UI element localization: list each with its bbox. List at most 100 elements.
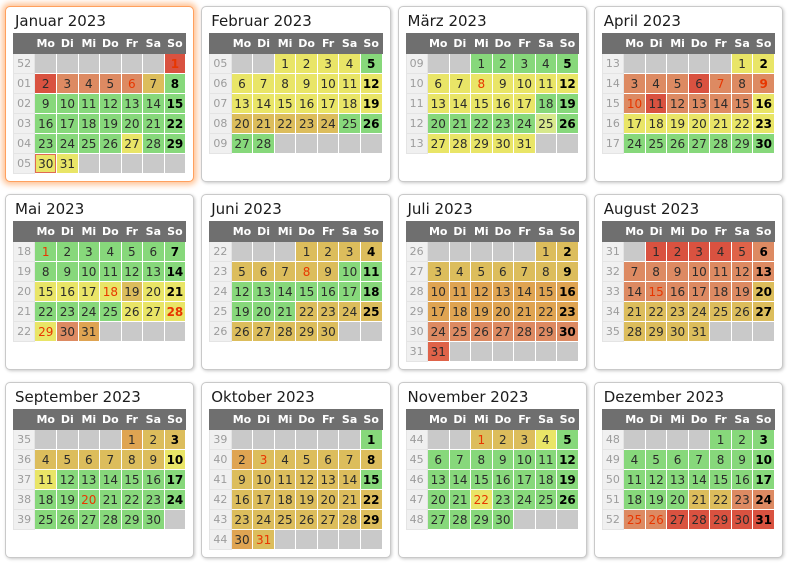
day-cell[interactable]: 4 bbox=[644, 73, 668, 94]
day-cell[interactable]: 14 bbox=[623, 281, 646, 302]
day-cell[interactable]: 8 bbox=[470, 73, 493, 94]
day-cell[interactable]: 20 bbox=[77, 489, 101, 510]
day-cell[interactable]: 28 bbox=[513, 321, 536, 342]
day-cell[interactable]: 9 bbox=[316, 261, 340, 282]
day-cell[interactable]: 22 bbox=[34, 301, 58, 322]
day-cell[interactable]: 17 bbox=[623, 113, 646, 134]
day-cell[interactable]: 1 bbox=[273, 53, 297, 74]
day-cell[interactable]: 7 bbox=[273, 261, 297, 282]
day-cell[interactable]: 14 bbox=[252, 93, 275, 114]
day-cell[interactable]: 28 bbox=[709, 133, 732, 154]
day-cell[interactable]: 26 bbox=[730, 301, 754, 322]
day-cell[interactable]: 7 bbox=[252, 73, 275, 94]
day-cell[interactable]: 11 bbox=[338, 73, 361, 94]
day-cell[interactable]: 20 bbox=[120, 113, 144, 134]
day-cell[interactable]: 28 bbox=[687, 509, 711, 530]
day-cell[interactable]: 4 bbox=[623, 449, 646, 470]
day-cell[interactable]: 6 bbox=[252, 261, 275, 282]
day-cell[interactable]: 16 bbox=[730, 469, 754, 490]
day-cell[interactable]: 8 bbox=[470, 449, 493, 470]
day-cell[interactable]: 12 bbox=[295, 469, 318, 490]
day-cell[interactable]: 23 bbox=[491, 113, 515, 134]
day-cell[interactable]: 16 bbox=[34, 113, 58, 134]
day-cell[interactable]: 17 bbox=[77, 281, 101, 302]
day-cell[interactable]: 5 bbox=[230, 261, 254, 282]
day-cell[interactable]: 3 bbox=[77, 241, 101, 262]
day-cell[interactable]: 10 bbox=[163, 449, 187, 470]
day-cell[interactable]: 26 bbox=[556, 489, 579, 510]
day-cell[interactable]: 19 bbox=[470, 301, 493, 322]
day-cell[interactable]: 25 bbox=[448, 321, 472, 342]
day-cell[interactable]: 14 bbox=[709, 93, 732, 114]
day-cell[interactable]: 7 bbox=[99, 449, 122, 470]
day-cell[interactable]: 11 bbox=[99, 261, 122, 282]
day-cell[interactable]: 29 bbox=[730, 133, 754, 154]
day-cell[interactable]: 16 bbox=[666, 281, 689, 302]
day-cell[interactable]: 11 bbox=[359, 261, 383, 282]
day-cell[interactable]: 28 bbox=[99, 509, 122, 530]
day-cell[interactable]: 12 bbox=[730, 261, 754, 282]
day-cell[interactable]: 7 bbox=[338, 449, 361, 470]
day-cell[interactable]: 11 bbox=[709, 261, 732, 282]
day-cell[interactable]: 5 bbox=[556, 429, 579, 450]
day-cell[interactable]: 12 bbox=[56, 469, 79, 490]
day-cell[interactable]: 18 bbox=[338, 93, 361, 114]
day-cell[interactable]: 5 bbox=[644, 449, 668, 470]
day-cell[interactable]: 9 bbox=[556, 261, 579, 282]
day-cell[interactable]: 30 bbox=[56, 321, 79, 342]
day-cell[interactable]: 2 bbox=[730, 429, 754, 450]
day-cell[interactable]: 28 bbox=[338, 509, 361, 530]
day-cell[interactable]: 22 bbox=[273, 113, 297, 134]
day-cell[interactable]: 13 bbox=[77, 469, 101, 490]
day-cell[interactable]: 10 bbox=[687, 261, 711, 282]
day-cell[interactable]: 21 bbox=[623, 301, 646, 322]
day-cell[interactable]: 22 bbox=[359, 489, 383, 510]
day-cell[interactable]: 8 bbox=[120, 449, 144, 470]
day-cell[interactable]: 21 bbox=[338, 489, 361, 510]
day-cell[interactable]: 25 bbox=[709, 301, 732, 322]
day-cell[interactable]: 27 bbox=[687, 133, 711, 154]
day-cell[interactable]: 2 bbox=[34, 73, 58, 94]
day-cell[interactable]: 2 bbox=[316, 241, 340, 262]
day-cell[interactable]: 5 bbox=[730, 241, 754, 262]
day-cell[interactable]: 30 bbox=[666, 321, 689, 342]
day-cell[interactable]: 19 bbox=[120, 281, 144, 302]
day-cell[interactable]: 23 bbox=[34, 133, 58, 154]
day-cell[interactable]: 20 bbox=[491, 301, 515, 322]
day-cell[interactable]: 6 bbox=[426, 73, 450, 94]
day-cell[interactable]: 9 bbox=[142, 449, 165, 470]
day-cell[interactable]: 24 bbox=[513, 113, 536, 134]
day-cell[interactable]: 6 bbox=[120, 73, 144, 94]
day-cell[interactable]: 9 bbox=[230, 469, 254, 490]
day-cell[interactable]: 19 bbox=[359, 93, 383, 114]
day-cell[interactable]: 5 bbox=[99, 73, 122, 94]
day-cell[interactable]: 31 bbox=[77, 321, 101, 342]
day-cell[interactable]: 18 bbox=[709, 281, 732, 302]
day-cell[interactable]: 4 bbox=[34, 449, 58, 470]
day-cell[interactable]: 7 bbox=[142, 73, 165, 94]
day-cell[interactable]: 5 bbox=[56, 449, 79, 470]
day-cell[interactable]: 23 bbox=[730, 489, 754, 510]
day-cell[interactable]: 26 bbox=[666, 133, 689, 154]
day-cell[interactable]: 5 bbox=[120, 241, 144, 262]
day-cell[interactable]: 1 bbox=[709, 429, 732, 450]
day-cell[interactable]: 23 bbox=[752, 113, 775, 134]
day-cell[interactable]: 17 bbox=[56, 113, 79, 134]
day-cell[interactable]: 21 bbox=[142, 113, 165, 134]
day-cell[interactable]: 29 bbox=[359, 509, 383, 530]
day-cell[interactable]: 17 bbox=[687, 281, 711, 302]
day-cell[interactable]: 14 bbox=[273, 281, 297, 302]
day-cell[interactable]: 23 bbox=[230, 509, 254, 530]
day-cell[interactable]: 7 bbox=[448, 449, 472, 470]
day-cell[interactable]: 20 bbox=[752, 281, 775, 302]
day-cell[interactable]: 27 bbox=[120, 133, 144, 154]
day-cell[interactable]: 9 bbox=[752, 73, 775, 94]
day-cell[interactable]: 1 bbox=[163, 53, 187, 74]
day-cell[interactable]: 30 bbox=[491, 133, 515, 154]
day-cell[interactable]: 29 bbox=[534, 321, 558, 342]
day-cell[interactable]: 21 bbox=[252, 113, 275, 134]
day-cell[interactable]: 22 bbox=[163, 113, 187, 134]
day-cell[interactable]: 13 bbox=[120, 93, 144, 114]
day-cell[interactable]: 25 bbox=[623, 509, 646, 530]
day-cell[interactable]: 9 bbox=[34, 93, 58, 114]
